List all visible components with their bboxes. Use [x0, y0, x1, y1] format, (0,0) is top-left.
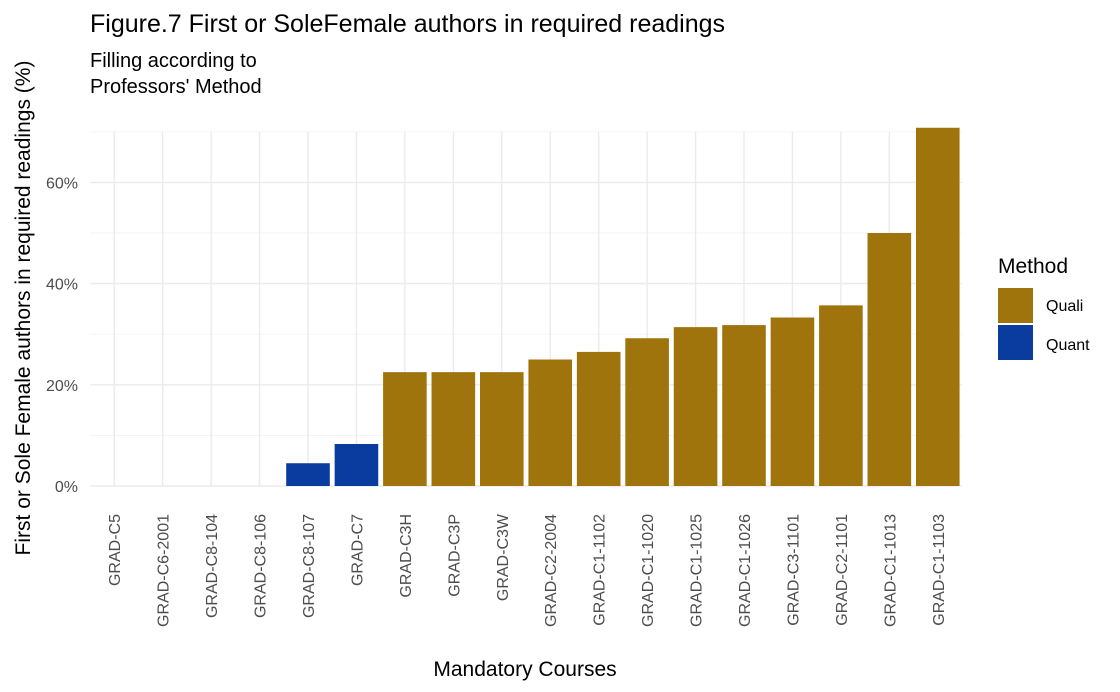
x-tick-label: GRAD-C1-1025 [689, 514, 706, 627]
bar-grad-c1-1025 [673, 327, 718, 486]
bar-grad-c2-1101 [819, 305, 863, 486]
x-tick-label: GRAD-C1-1020 [640, 514, 657, 627]
chart-subtitle-line-1: Filling according to [90, 50, 257, 72]
bar-grad-c1-1020 [625, 338, 669, 486]
legend-label-quali: Quali [1046, 298, 1083, 315]
x-tick-label: GRAD-C3-1101 [785, 514, 802, 626]
x-axis-title: Mandatory Courses [433, 658, 616, 681]
x-tick-label: GRAD-C1-1103 [931, 514, 948, 626]
bar-grad-c3w [479, 372, 524, 486]
x-tick-label: GRAD-C2-2004 [543, 514, 560, 627]
x-tick-label: GRAD-C7 [349, 514, 366, 586]
y-tick-label: 0% [55, 479, 78, 496]
y-tick-label: 60% [46, 175, 78, 192]
bar-grad-c1-1013 [867, 233, 912, 486]
x-tick-label: GRAD-C8-106 [253, 514, 270, 618]
y-axis-title: First or Sole Female authors in required… [12, 61, 35, 556]
x-tick-label: GRAD-C3W [495, 513, 512, 601]
chart-title: Figure.7 First or SoleFemale authors in … [90, 10, 725, 38]
chart-subtitle-line-2: Professors' Method [90, 76, 262, 98]
x-tick-label: GRAD-C2-1101 [834, 514, 851, 626]
legend: Method Quali Quant [998, 255, 1090, 360]
x-tick-label: GRAD-C1-1013 [882, 514, 899, 627]
x-tick-label: GRAD-C1-1026 [737, 514, 754, 627]
x-tick-label: GRAD-C1-1102 [592, 514, 609, 626]
bar-grad-c3-1101 [770, 317, 815, 486]
x-tick-label: GRAD-C8-104 [204, 514, 221, 618]
x-tick-label: GRAD-C6-2001 [156, 514, 173, 627]
bar-grad-c8-107 [286, 463, 330, 486]
bar-grad-c1-1102 [576, 351, 621, 486]
legend-swatch-quali [998, 288, 1033, 323]
x-tick-label: GRAD-C3P [446, 514, 463, 597]
x-axis-ticks: GRAD-C5 GRAD-C6-2001 GRAD-C8-104 GRAD-C8-10… [107, 513, 948, 627]
y-tick-label: 40% [46, 277, 78, 294]
legend-label-quant: Quant [1046, 337, 1090, 354]
y-tick-label: 20% [46, 378, 78, 395]
bar-grad-c2-2004 [528, 359, 573, 486]
bar-grad-c7 [334, 444, 379, 486]
legend-title: Method [998, 255, 1068, 278]
x-tick-label: GRAD-C8-107 [301, 514, 318, 618]
x-tick-label: GRAD-C3H [398, 514, 415, 598]
x-tick-label: GRAD-C5 [107, 514, 124, 586]
legend-swatch-quant [998, 325, 1033, 360]
y-axis-ticks: 0% 20% 40% 60% [46, 175, 78, 496]
bar-grad-c1-1103 [915, 127, 960, 486]
bar-grad-c1-1026 [722, 325, 766, 486]
bars [286, 127, 960, 486]
bar-grad-c3p [431, 372, 476, 486]
bar-grad-c3h [383, 372, 427, 486]
